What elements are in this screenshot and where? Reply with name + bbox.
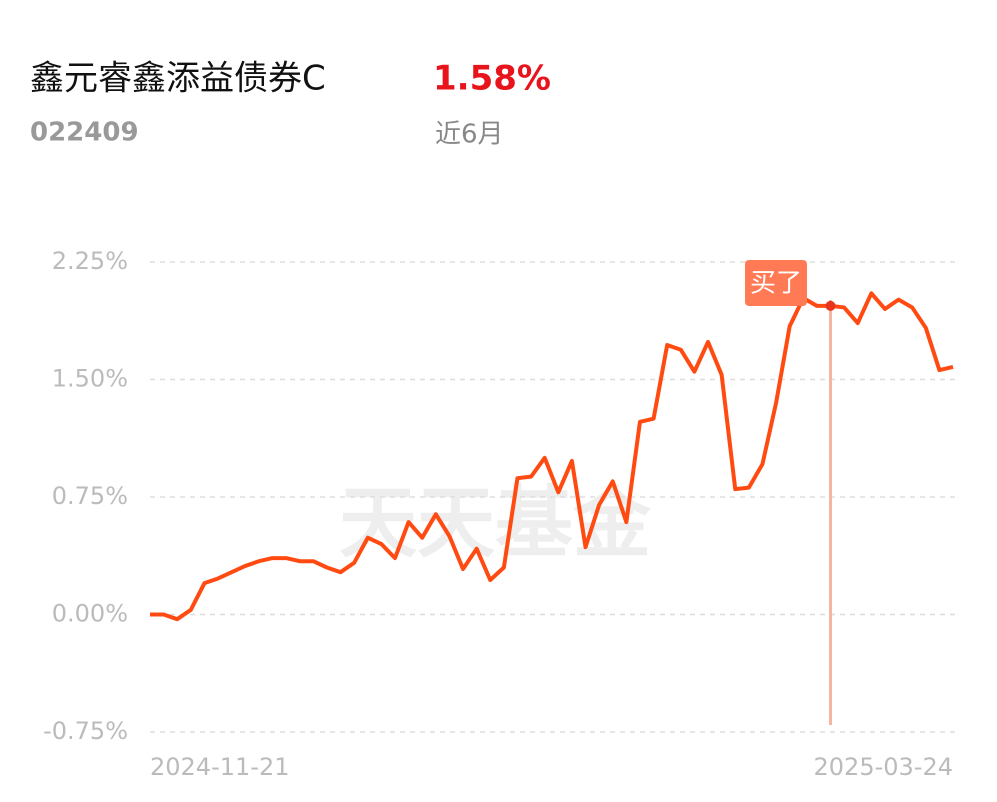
y-tick-label: 1.50% <box>52 365 128 393</box>
fund-code: 022409 <box>30 118 139 148</box>
y-tick-label: -0.75% <box>43 717 128 745</box>
line <box>150 291 954 622</box>
y-tick-label: 2.25% <box>52 247 128 275</box>
y-tick-label: 0.75% <box>52 482 128 510</box>
period: 近6月 <box>435 120 504 150</box>
annotation-label: 买了 <box>750 269 802 299</box>
buy-point <box>825 300 836 311</box>
x-tick-label: 2024-11-21 <box>150 753 289 781</box>
fund-return: 1.58% <box>433 59 551 99</box>
x-tick-label: 2025-03-24 <box>814 753 953 781</box>
annotation-box <box>745 260 807 306</box>
y-tick-label: 0.00% <box>52 600 128 628</box>
fund-title: 鑫元睿鑫添益债券C <box>30 59 326 99</box>
